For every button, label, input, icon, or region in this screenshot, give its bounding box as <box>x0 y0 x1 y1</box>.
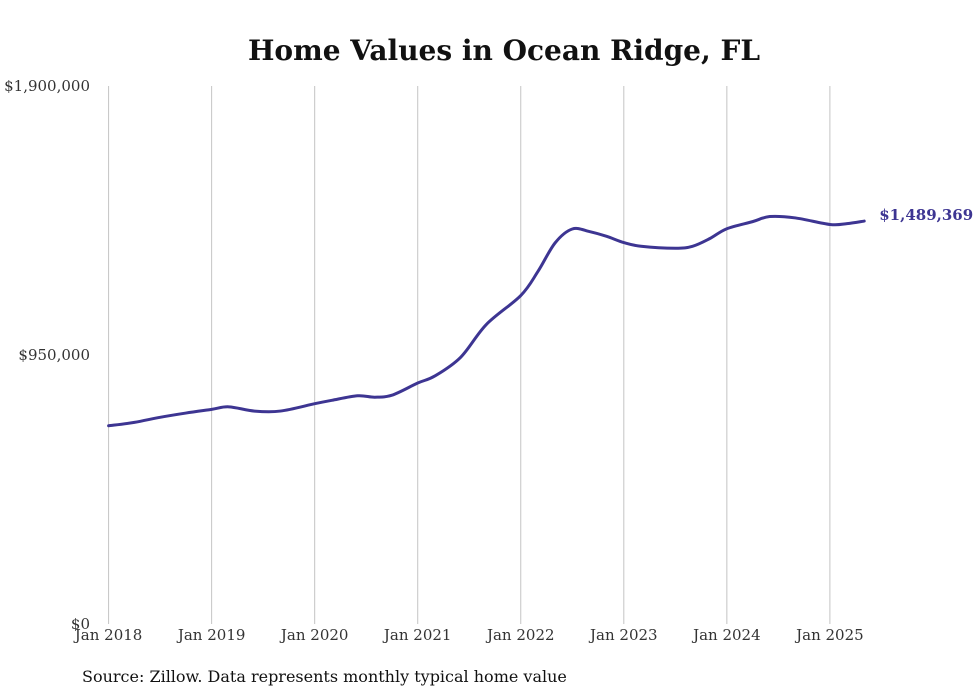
y-tick-label: $1,900,000 <box>4 77 90 95</box>
series-line <box>107 214 866 428</box>
x-axis-ticks: Jan 2018 Jan 2019 Jan 2020 Jan 2021 Jan 2022… <box>73 626 864 644</box>
x-tick-label: Jan 2022 <box>485 626 555 644</box>
x-tick-label: Jan 2023 <box>588 626 658 644</box>
x-tick-label: Jan 2025 <box>794 626 864 644</box>
y-tick-label: $0 <box>71 615 90 633</box>
chart-title: Home Values in Ocean Ridge, FL <box>248 34 760 67</box>
y-axis-ticks: $0 $950,000 $1,900,000 <box>4 77 90 633</box>
end-value-label: $1,489,369 <box>879 206 973 224</box>
grid-lines <box>108 86 831 624</box>
x-tick-label: Jan 2021 <box>382 626 452 644</box>
y-tick-label: $950,000 <box>18 346 90 364</box>
x-tick-label: Jan 2018 <box>73 626 143 644</box>
x-tick-label: Jan 2020 <box>279 626 349 644</box>
x-tick-label: Jan 2024 <box>691 626 761 644</box>
x-tick-label: Jan 2019 <box>176 626 246 644</box>
source-note: Source: Zillow. Data represents monthly … <box>82 667 567 686</box>
